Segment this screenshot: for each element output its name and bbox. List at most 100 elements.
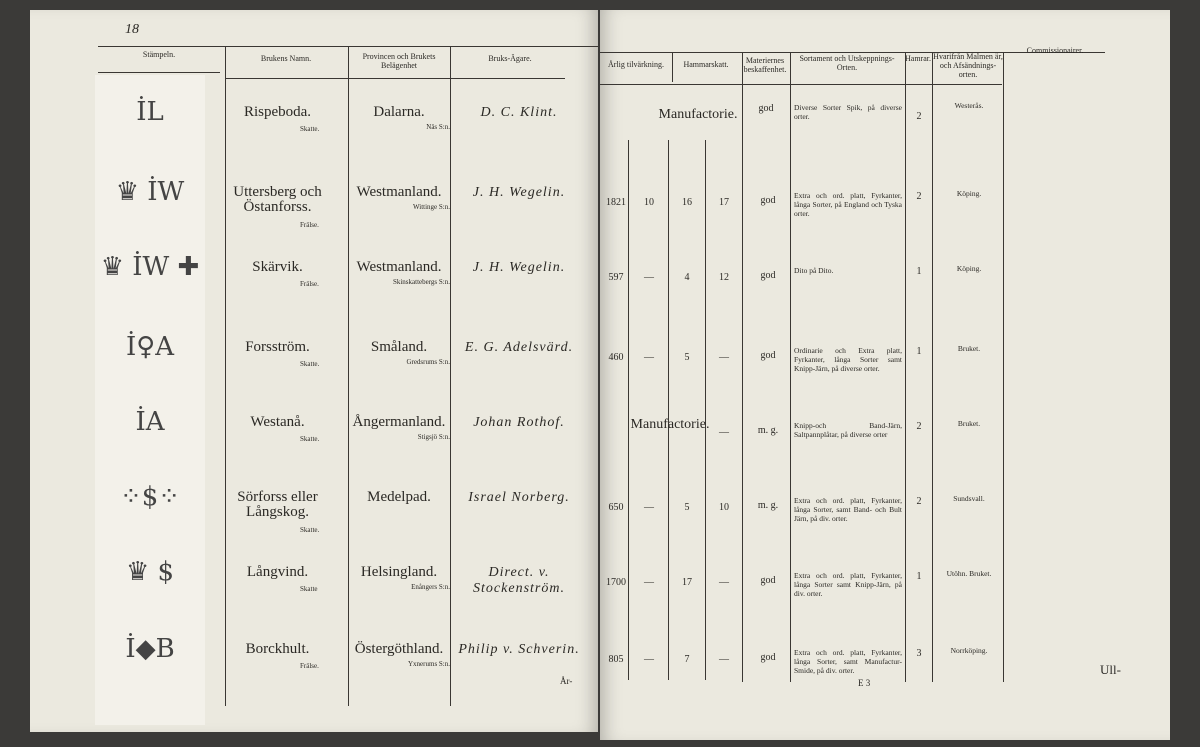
works-name: Sörforss eller Långskog.: [237, 489, 318, 520]
hammer-tax-2: 4: [684, 272, 690, 283]
header-assortment: Sortament och Utskeppnings-Orten.: [799, 54, 895, 72]
hammer-tax-3: —: [719, 427, 729, 438]
ore-origin: Utöhn. Bruket.: [946, 569, 992, 578]
province: Ångermanland.: [352, 414, 446, 430]
hammer-tax-3: 12: [719, 272, 729, 283]
hammer-tax-2: 7: [684, 654, 690, 665]
ore-origin: Bruket.: [957, 344, 981, 353]
owner: Johan Rothof.: [473, 415, 565, 430]
works-name: Borckhult.: [245, 641, 310, 657]
hammer-tax-1: —: [644, 272, 654, 283]
annual-production: 1821: [606, 197, 626, 208]
catchword-left: År-: [560, 676, 573, 686]
material-quality: god: [760, 350, 776, 361]
stamp-mark: İ◆B: [125, 634, 175, 664]
tenure-label: Frälse.: [300, 662, 319, 670]
production-manufactory: Manufactorie.: [658, 107, 738, 122]
header-name: Brukens Namn.: [260, 54, 312, 63]
hammer-tax-3: —: [719, 577, 729, 588]
ore-origin: Westerås.: [954, 101, 984, 110]
annual-production: 460: [608, 352, 624, 363]
hammers-count: 2: [916, 111, 922, 122]
ore-origin: Bruket.: [957, 419, 981, 428]
hammer-tax-2: 5: [684, 352, 690, 363]
annual-production: 597: [608, 272, 624, 283]
hammer-tax-1: —: [644, 577, 654, 588]
hammer-tax-1: —: [644, 502, 654, 513]
assortment: Extra och ord. platt, Fyrkanter, långa S…: [794, 191, 902, 218]
hammer-tax-3: 17: [719, 197, 729, 208]
header-production: Årlig tilvärkning.: [608, 60, 664, 69]
parish: Wittinge S:n.: [412, 203, 450, 211]
works-name: Långvind.: [246, 564, 309, 580]
annual-production: 805: [608, 654, 624, 665]
hammers-count: 3: [916, 648, 922, 659]
material-quality: god: [760, 652, 776, 663]
province: Småland.: [370, 339, 428, 355]
hammer-tax-2: 5: [684, 502, 690, 513]
signature-mark: E 3: [858, 678, 871, 688]
stamp-mark: ♛ İW: [115, 177, 185, 207]
parish: Stigsjö S:n.: [417, 433, 450, 441]
assortment: Dito på Dito.: [794, 266, 834, 275]
hammer-tax-1: —: [644, 654, 654, 665]
assortment: Ordinarie och Extra platt, Fyrkanter, lå…: [794, 346, 902, 373]
material-quality: god: [760, 195, 776, 206]
material-quality: god: [760, 270, 776, 281]
stamp-mark: İA: [135, 407, 165, 437]
province: Helsingland.: [360, 564, 438, 580]
hammers-count: 2: [916, 496, 922, 507]
annual-production: 650: [608, 502, 624, 513]
parish: Enångers S:n.: [411, 583, 450, 591]
stamp-mark: İL: [136, 97, 164, 127]
hammer-tax-3: —: [719, 654, 729, 665]
header-owner: Bruks-Ägare.: [488, 54, 532, 63]
parish: Näs S:n.: [426, 123, 450, 131]
hammers-count: 1: [916, 571, 922, 582]
hammers-count: 2: [916, 421, 922, 432]
assortment: Extra och ord. platt, Fyrkanter, långa S…: [794, 571, 902, 598]
tenure-label: Frälse.: [300, 280, 319, 288]
parish: Gredsrums S:n.: [406, 358, 450, 366]
works-name: Uttersberg och Östanforss.: [233, 184, 322, 215]
province: Medelpad.: [367, 489, 431, 505]
page-number: 18: [125, 22, 139, 37]
material-quality: m. g.: [757, 425, 779, 436]
header-hammers: Hamrar.: [905, 54, 931, 63]
owner: J. H. Wegelin.: [472, 260, 566, 275]
tenure-label: Frälse.: [300, 221, 319, 229]
province: Westmanland.: [356, 259, 442, 275]
hammer-tax-2: 17: [682, 577, 692, 588]
owner: Israel Norberg.: [468, 490, 570, 505]
owner: Philip v. Schverin.: [458, 642, 580, 657]
stamp-mark: ♛ $: [125, 557, 175, 587]
header-stamp: Stämpeln.: [142, 50, 176, 59]
tenure-label: Skatte.: [300, 125, 320, 133]
owner: D. C. Klint.: [480, 105, 558, 120]
header-commissioners: Commissionairer.: [1026, 46, 1084, 55]
assortment: Extra och ord. platt, Fyrkanter, långa S…: [794, 648, 902, 675]
owner: E. G. Adelsvärd.: [464, 340, 574, 355]
header-quality: Materiernes beskaffenhet.: [743, 56, 787, 74]
tenure-label: Skatte.: [300, 526, 320, 534]
tenure-label: Skatte.: [300, 360, 320, 368]
ore-origin: Köping.: [956, 189, 982, 198]
parish: Yxnerums S:n.: [408, 660, 450, 668]
owner: Direct. v. Stockenström.: [473, 565, 565, 596]
province: Östergöthland.: [354, 641, 444, 657]
left-page: 18 Stämpeln. Brukens Namn. Provincen och…: [30, 10, 598, 732]
hammer-tax-3: 10: [719, 502, 729, 513]
annual-production: 1700: [606, 577, 626, 588]
tenure-label: Skatte.: [300, 435, 320, 443]
production-manufactory: Manufactorie.: [630, 417, 710, 432]
works-name: Skärvik.: [252, 259, 303, 275]
province: Westmanland.: [356, 184, 442, 200]
parish: Skinskattebergs S:n.: [392, 278, 450, 286]
header-hammer-tax: Hammarskatt.: [683, 60, 729, 69]
material-quality: m. g.: [757, 500, 779, 511]
right-page: Årlig tilvärkning. Hammarskatt. Materier…: [600, 10, 1170, 740]
works-name: Forsström.: [245, 339, 310, 355]
hammer-tax-2: 16: [682, 197, 692, 208]
header-province: Provincen och Brukets Belägenhet: [362, 52, 436, 70]
hammers-count: 1: [916, 346, 922, 357]
